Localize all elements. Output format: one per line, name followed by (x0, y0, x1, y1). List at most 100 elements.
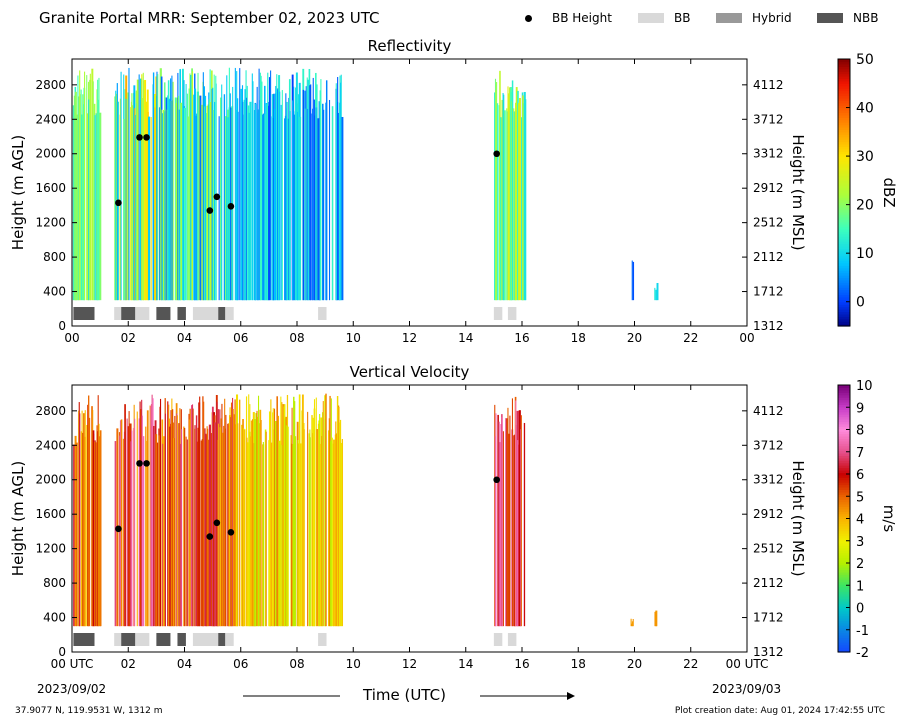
echo-streak (335, 83, 337, 301)
y2-tick-label: 1712 (753, 611, 784, 625)
echo-streak (507, 433, 510, 627)
colorbar-segment (838, 474, 850, 478)
echo-streak (295, 436, 297, 627)
echo-streak (299, 431, 301, 627)
echo-streak (134, 108, 136, 301)
echo-streak (497, 414, 499, 627)
echo-streak (273, 93, 275, 301)
colorbar-segment (838, 258, 850, 262)
echo-streak (273, 408, 276, 627)
colorbar-segment (838, 579, 850, 583)
colorbar-segment (838, 194, 850, 198)
echo-streak (141, 74, 143, 301)
precip-band-bb (192, 633, 219, 646)
colorbar-segment (838, 228, 850, 232)
echo-streak (151, 394, 153, 627)
colorbar-segment (838, 576, 850, 580)
echo-streak (170, 410, 172, 627)
echo-streak (252, 81, 254, 301)
echo-streak (292, 86, 295, 301)
echo-streak (307, 79, 309, 301)
colorbar-segment (838, 625, 850, 629)
colorbar-segment (838, 282, 850, 286)
y2-tick-label: 1312 (753, 319, 784, 333)
echo-streak (145, 101, 148, 301)
echo-streak (174, 415, 176, 627)
echo-streak (188, 419, 190, 627)
echo-streak (127, 92, 130, 301)
echo-streak (186, 439, 188, 627)
echo-streak (222, 432, 224, 627)
echo-streak (94, 440, 96, 627)
echo-streak (227, 117, 229, 301)
y2-tick-label: 2112 (753, 250, 784, 264)
colorbar-segment (838, 418, 850, 423)
colorbar-segment (838, 316, 850, 320)
echo-streak (220, 418, 222, 627)
echo-streak (236, 410, 238, 627)
colorbar-segment (838, 443, 850, 447)
echo-streak (126, 418, 128, 627)
echo-streak (122, 438, 125, 627)
echo-streak (185, 436, 187, 627)
echo-streak (293, 401, 296, 627)
echo-streak (313, 399, 316, 627)
precip-band-bb (225, 633, 234, 646)
colorbar-segment (838, 129, 850, 133)
legend-item-hybrid: Hybrid (716, 11, 792, 25)
colorbar-segment (838, 80, 850, 84)
y-tick-label: 1600 (35, 181, 66, 195)
precip-band-nbb (218, 633, 226, 646)
colorbar-frame (837, 58, 851, 327)
echo-streak (136, 411, 138, 627)
colorbar-segment (838, 214, 850, 218)
colorbar-segment (838, 389, 850, 393)
colorbar-segment (838, 644, 850, 648)
echo-streak (194, 88, 197, 301)
colorbar-segment (838, 637, 850, 641)
echo-streak (304, 108, 307, 301)
echo-streak (522, 103, 524, 301)
colorbar-segment (838, 525, 850, 529)
echo-streak (285, 93, 287, 301)
colorbar-segment (838, 581, 850, 585)
precip-band-bb (192, 307, 219, 320)
echo-streak (507, 407, 509, 627)
echo-streak (188, 88, 190, 301)
colorbar-segment (838, 613, 850, 617)
echo-streak (97, 395, 99, 627)
echo-streak (197, 72, 199, 301)
colorbar-segment (838, 306, 850, 310)
echo-streak (336, 433, 338, 627)
x-tick-label: 00 (64, 331, 79, 345)
echo-field (73, 393, 658, 627)
y2-tick-label: 2912 (753, 507, 784, 521)
echo-streak (138, 74, 140, 301)
precip-band-bb (318, 307, 327, 320)
colorbar-segment (838, 168, 850, 172)
colorbar-segment (838, 71, 850, 75)
echo-streak (203, 86, 205, 301)
colorbar-segment (838, 503, 850, 507)
colorbar-segment (838, 199, 850, 203)
echo-streak (312, 417, 315, 627)
y-tick-label: 800 (43, 576, 66, 590)
echo-streak (232, 397, 234, 627)
echo-streak (234, 399, 236, 627)
echo-streak (245, 97, 248, 301)
echo-streak (277, 415, 280, 627)
site-location: 37.9077 N, 119.9531 W, 1312 m (15, 706, 163, 716)
precip-band-bb (114, 633, 122, 646)
colorbar-segment (838, 241, 850, 245)
echo-streak (299, 116, 302, 301)
echo-streak (291, 407, 293, 627)
x-tick-label: 04 (177, 657, 192, 671)
echo-streak (337, 77, 339, 301)
colorbar-segment (838, 109, 850, 113)
echo-streak (311, 415, 313, 627)
colorbar-segment (838, 238, 850, 242)
echo-streak (517, 90, 519, 301)
echo-streak (515, 87, 518, 301)
echo-streak (243, 428, 245, 627)
